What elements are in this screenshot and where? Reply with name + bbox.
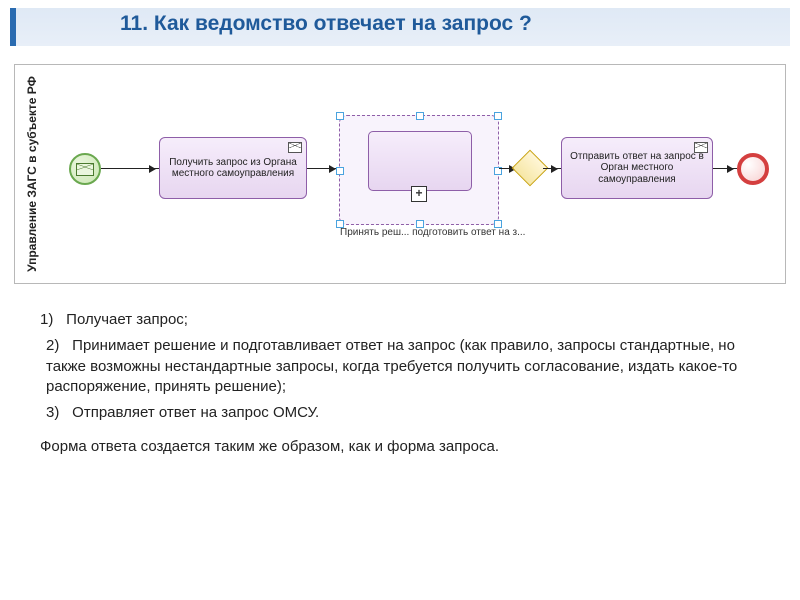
list-text: Отправляет ответ на запрос ОМСУ. (72, 404, 319, 421)
envelope-icon (694, 142, 708, 153)
text-block: 1) Получает запрос; 2) Принимает решение… (40, 310, 760, 458)
slide: 11. Как ведомство отвечает на запрос ? У… (0, 0, 800, 600)
send-task[interactable]: Отправить ответ на запрос в Орган местно… (561, 137, 713, 199)
list-text: Получает запрос; (66, 311, 188, 328)
expand-icon[interactable]: + (411, 186, 427, 202)
sequence-flow (101, 168, 159, 169)
subprocess-label: Принять реш... подготовить ответ на з... (340, 227, 498, 238)
sequence-flow (307, 168, 339, 169)
collapsed-subprocess[interactable]: + Принять реш... подготовить ответ на з.… (339, 115, 499, 225)
slide-title: 11. Как ведомство отвечает на запрос ? (120, 12, 532, 36)
sequence-flow (543, 168, 561, 169)
envelope-icon (288, 142, 302, 153)
resize-handle[interactable] (494, 112, 502, 120)
task-label: Получить запрос из Органа местного самоу… (166, 157, 300, 180)
list-number: 3) (46, 403, 68, 423)
resize-handle[interactable] (416, 112, 424, 120)
resize-handle[interactable] (336, 167, 344, 175)
list-item: 1) Получает запрос; (40, 310, 760, 330)
resize-handle[interactable] (336, 112, 344, 120)
footer-note: Форма ответа создается таким же образом,… (40, 437, 760, 457)
receive-task[interactable]: Получить запрос из Органа местного самоу… (159, 137, 307, 199)
list-number: 2) (46, 336, 68, 356)
pool-header: Управление ЗАГС в субъекте РФ (15, 65, 50, 283)
list-item: 3) Отправляет ответ на запрос ОМСУ. (40, 403, 760, 423)
sequence-flow (713, 168, 737, 169)
list-number: 1) (40, 310, 62, 330)
resize-handle[interactable] (336, 220, 344, 228)
lane: Получить запрос из Органа местного самоу… (49, 65, 785, 283)
message-icon (76, 163, 94, 176)
subprocess-body (368, 131, 471, 191)
resize-handle[interactable] (494, 220, 502, 228)
list-text: Принимает решение и подготавливает ответ… (46, 337, 737, 395)
task-label: Отправить ответ на запрос в Орган местно… (568, 151, 706, 186)
resize-handle[interactable] (416, 220, 424, 228)
list-item: 2) Принимает решение и подготавливает от… (40, 336, 760, 397)
end-event[interactable] (737, 153, 769, 185)
start-event[interactable] (69, 153, 101, 185)
pool-label: Управление ЗАГС в субъекте РФ (25, 76, 39, 272)
bpmn-diagram: Управление ЗАГС в субъекте РФ Получить з… (14, 64, 786, 284)
